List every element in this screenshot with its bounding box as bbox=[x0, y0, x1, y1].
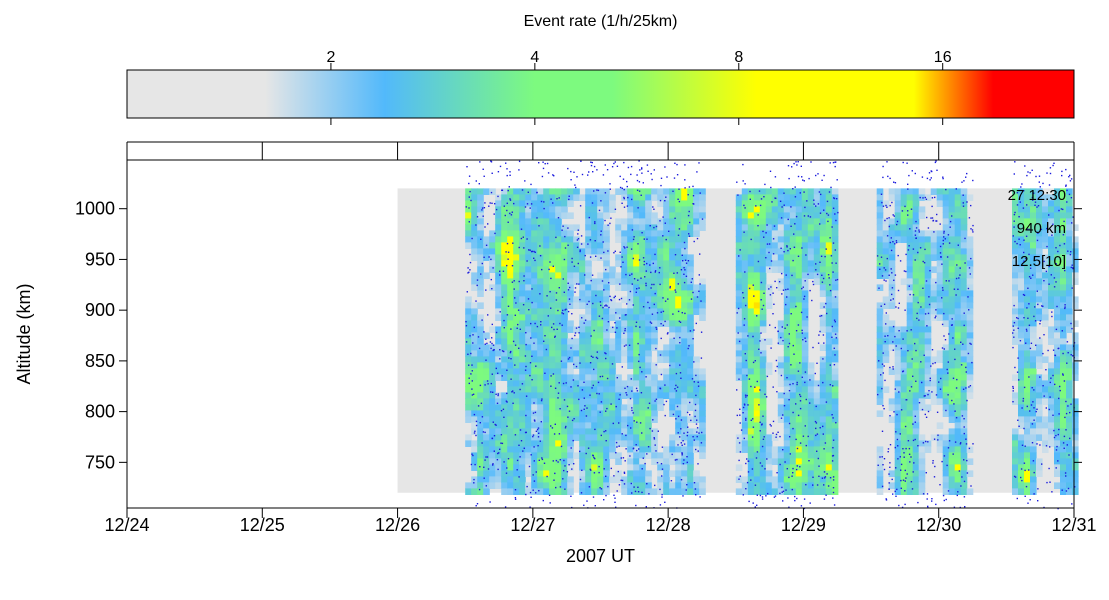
colorbar-tick-label: 16 bbox=[934, 49, 952, 66]
y-tick-label: 950 bbox=[85, 249, 115, 269]
x-tick-label: 12/24 bbox=[104, 515, 149, 535]
x-tick-label: 12/31 bbox=[1051, 515, 1096, 535]
x-tick-label: 12/30 bbox=[916, 515, 961, 535]
colorbar-gradient bbox=[127, 70, 1074, 118]
x-axis-label: 2007 UT bbox=[566, 546, 635, 566]
x-tick-label: 12/27 bbox=[510, 515, 555, 535]
y-tick-label: 850 bbox=[85, 351, 115, 371]
plot-area: 27 12:30 940 km 12.5[10] bbox=[398, 160, 1079, 509]
annotation-label: 12.5[10] bbox=[1012, 253, 1066, 270]
y-tick-label: 900 bbox=[85, 300, 115, 320]
colorbar-tick-label: 8 bbox=[734, 49, 743, 66]
colorbar-tick-label: 2 bbox=[326, 49, 335, 66]
colorbar-label: Event rate (1/h/25km) bbox=[524, 13, 678, 30]
y-tick-label: 800 bbox=[85, 402, 115, 422]
y-axis-label: Altitude (km) bbox=[14, 283, 34, 384]
x-tick-label: 12/29 bbox=[781, 515, 826, 535]
y-tick-label: 750 bbox=[85, 452, 115, 472]
x-tick-label: 12/28 bbox=[646, 515, 691, 535]
x-tick-label: 12/26 bbox=[375, 515, 420, 535]
colorbar-tick-label: 4 bbox=[530, 49, 539, 66]
annotation-label: 27 12:30 bbox=[1008, 187, 1066, 204]
colorbar: Event rate (1/h/25km) 2 4 8 16 bbox=[127, 13, 1074, 125]
annotation-label: 940 km bbox=[1017, 220, 1066, 237]
y-tick-label: 1000 bbox=[75, 199, 115, 219]
x-tick-label: 12/25 bbox=[240, 515, 285, 535]
